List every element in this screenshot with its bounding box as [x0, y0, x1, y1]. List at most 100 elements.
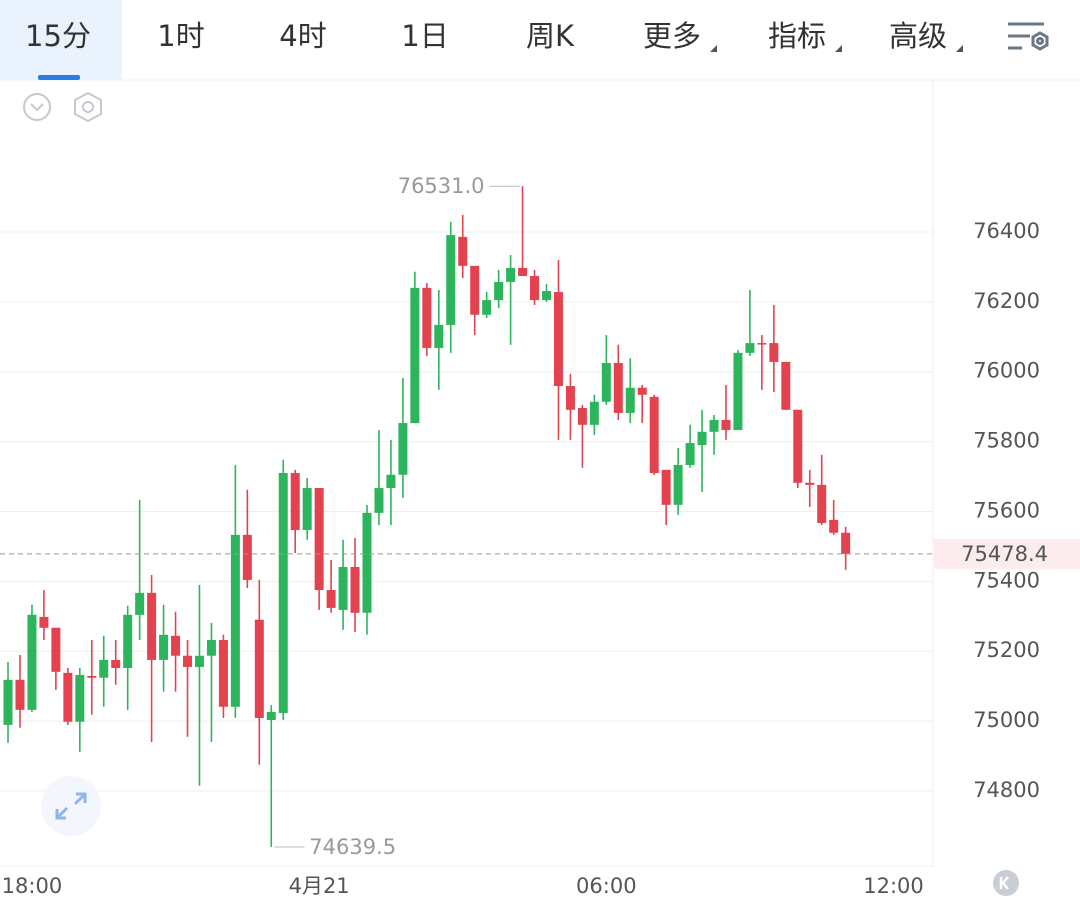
tab[interactable]: 4时	[279, 19, 326, 53]
y-tick-label: 74800	[973, 778, 1040, 802]
candle-body	[398, 423, 408, 475]
y-tick-label: 76200	[973, 289, 1040, 313]
annotation-label: 76531.0	[398, 174, 485, 198]
last-price-label: 75478.4	[961, 542, 1048, 566]
candle-body	[458, 236, 468, 266]
y-tick-label: 75000	[973, 708, 1040, 732]
candle-body	[87, 675, 97, 678]
candle-body	[769, 343, 779, 362]
candle-body	[446, 235, 456, 325]
active-tab-underline	[38, 75, 80, 80]
candle-body	[3, 679, 13, 725]
candle-body	[661, 469, 671, 505]
tab[interactable]: 指标	[768, 19, 826, 53]
candle-body	[781, 361, 791, 410]
candle-body	[625, 387, 635, 413]
x-tick-label: 12:00	[863, 874, 924, 898]
candle-body	[721, 419, 731, 431]
candle-body	[266, 711, 276, 721]
candle-body	[697, 431, 707, 446]
candle-body	[374, 488, 384, 513]
x-tick-label: 06:00	[576, 874, 637, 898]
y-tick-label: 75400	[973, 568, 1040, 592]
candle-body	[171, 635, 181, 656]
candle-body	[637, 387, 647, 395]
candle-body	[434, 324, 444, 348]
last-price-bg	[934, 538, 1080, 569]
candle-body	[709, 419, 719, 432]
tab[interactable]: 高级	[889, 19, 947, 53]
tab[interactable]: 15分	[25, 19, 91, 53]
candle-body	[194, 655, 204, 667]
x-tick-label: 4月21	[289, 874, 350, 898]
candle-body	[506, 267, 516, 282]
candle-body	[745, 343, 755, 353]
candle-body	[410, 287, 420, 424]
candle-body	[111, 659, 121, 668]
candle-body	[314, 488, 324, 591]
candle-body	[362, 512, 372, 613]
candle-body	[817, 484, 827, 523]
candle-body	[673, 464, 683, 505]
candle-body	[75, 674, 85, 722]
candle-body	[159, 634, 169, 660]
tab[interactable]: 周K	[526, 19, 575, 53]
candle-body	[302, 488, 312, 530]
candle-body	[123, 614, 133, 668]
candle-body	[482, 300, 492, 315]
candle-body	[27, 614, 37, 710]
y-tick-label: 76000	[973, 359, 1040, 383]
toolbar: 15分 1时 4时 1日 周K 更多 指标 高级	[0, 0, 963, 80]
y-tick-label: 75800	[973, 429, 1040, 453]
candle-body	[541, 291, 551, 301]
x-tick-label: 18:00	[2, 874, 63, 898]
candle-body	[147, 592, 157, 660]
candle-body	[63, 672, 73, 722]
candle-body	[613, 362, 623, 413]
candle-body	[99, 659, 109, 678]
dropdown-triangle	[956, 45, 963, 52]
y-tick-label: 75200	[973, 638, 1040, 662]
candle-body	[338, 567, 348, 610]
history-icon[interactable]	[993, 870, 1019, 896]
candle-body	[829, 519, 839, 533]
y-tick-label: 76400	[973, 219, 1040, 243]
plot-area: 74800 75000 75200 75400 75600 75800 76000 76200…	[0, 174, 1080, 898]
candle-body	[218, 640, 228, 707]
candle-body	[350, 567, 360, 613]
tab[interactable]: 1时	[157, 19, 204, 53]
candle-body	[206, 640, 216, 656]
y-tick-label: 75600	[973, 498, 1040, 522]
candle-body	[577, 408, 587, 425]
candle-body	[254, 619, 264, 718]
settings-icon[interactable]	[1008, 22, 1049, 51]
candle-body	[290, 473, 300, 530]
candle-body	[793, 409, 803, 483]
candle-body	[601, 362, 611, 402]
candle-body	[386, 474, 396, 489]
expand-icon[interactable]	[41, 776, 101, 836]
annotation-label: 74639.5	[309, 835, 396, 859]
candle-body	[15, 679, 25, 710]
tab[interactable]: 1日	[401, 19, 448, 53]
candle-body	[242, 534, 252, 580]
candle-body	[518, 267, 528, 276]
candle-body	[805, 482, 815, 485]
candle-body	[230, 534, 240, 707]
collapse-icon[interactable]	[23, 93, 51, 121]
candle-body	[422, 287, 432, 348]
candle-body	[565, 386, 575, 410]
candle-body	[685, 442, 695, 465]
candle-body	[494, 281, 504, 301]
candle-body	[733, 352, 743, 431]
candle-body	[649, 396, 659, 474]
tab[interactable]: 更多	[643, 19, 701, 53]
candle-body	[326, 590, 336, 608]
candle-body	[553, 292, 563, 387]
candle-body	[530, 275, 540, 301]
candle-body	[757, 343, 767, 345]
dropdown-triangle	[835, 45, 842, 52]
indicator-settings-icon[interactable]	[74, 91, 102, 123]
candle-body	[278, 473, 288, 714]
